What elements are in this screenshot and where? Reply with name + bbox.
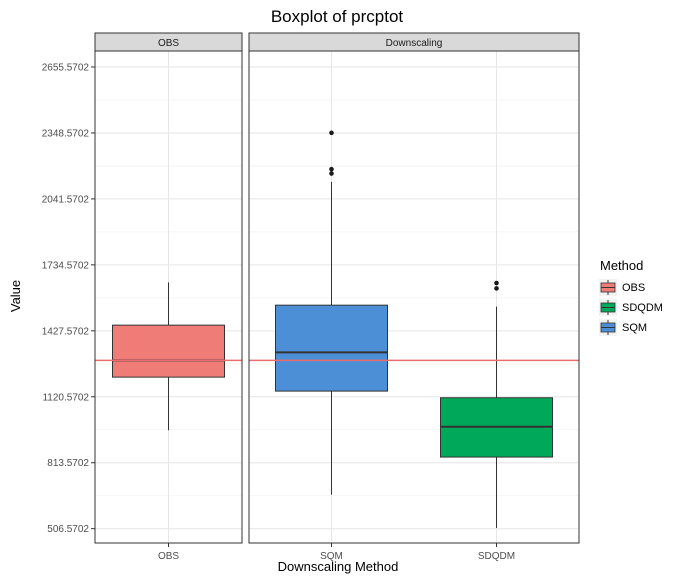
y-tick-label: 2041.5702 bbox=[42, 194, 90, 205]
x-tick-label: SQM bbox=[320, 551, 343, 562]
box-iqr bbox=[275, 304, 388, 392]
y-tick-label: 1120.5702 bbox=[42, 392, 89, 403]
panel-background bbox=[249, 51, 579, 543]
y-tick-label: 813.5702 bbox=[47, 458, 89, 469]
panel-border bbox=[94, 50, 243, 544]
facet-label: Downscaling bbox=[386, 38, 443, 49]
panel-border bbox=[248, 50, 580, 544]
box-sqm bbox=[275, 130, 388, 495]
legend-title: Method bbox=[600, 258, 643, 273]
x-tick-label: OBS bbox=[158, 551, 179, 562]
legend: Method OBS SDQDM SQM bbox=[599, 258, 663, 336]
facet-label: OBS bbox=[158, 38, 179, 49]
y-tick-label: 2655.5702 bbox=[42, 62, 90, 73]
x-axis-title: Downscaling Method bbox=[278, 559, 399, 574]
box-sdqdm bbox=[440, 280, 553, 528]
legend-label: SDQDM bbox=[622, 302, 663, 314]
legend-label: SQM bbox=[622, 322, 647, 334]
legend-entry-obs: OBS bbox=[599, 279, 645, 296]
panel-downscaling: Downscaling SQM SDQDM bbox=[248, 32, 580, 562]
legend-label: OBS bbox=[622, 282, 645, 294]
y-axis: 506.5702 813.5702 1120.5702 1427.5702 1734.5… bbox=[42, 62, 95, 535]
outlier-point bbox=[329, 171, 334, 176]
legend-entry-sdqdm: SDQDM bbox=[599, 299, 663, 316]
panels: OBS OBS Downscaling SQM SDQDM bbox=[94, 32, 580, 562]
y-tick-label: 506.5702 bbox=[47, 524, 89, 535]
outlier-point bbox=[494, 280, 499, 286]
panel-obs: OBS OBS bbox=[94, 32, 243, 562]
y-tick-label: 1734.5702 bbox=[42, 260, 90, 271]
y-axis-title: Value bbox=[8, 280, 23, 312]
y-tick-label: 2348.5702 bbox=[42, 128, 90, 139]
chart-title: Boxplot of prcptot bbox=[271, 7, 404, 26]
legend-entry-sqm: SQM bbox=[599, 319, 647, 336]
outlier-point bbox=[329, 130, 334, 136]
y-tick-label: 1427.5702 bbox=[42, 326, 90, 337]
box-iqr bbox=[112, 324, 225, 378]
x-tick-label: SDQDM bbox=[478, 551, 515, 562]
outlier-point bbox=[494, 286, 499, 291]
outlier-point bbox=[329, 166, 334, 172]
